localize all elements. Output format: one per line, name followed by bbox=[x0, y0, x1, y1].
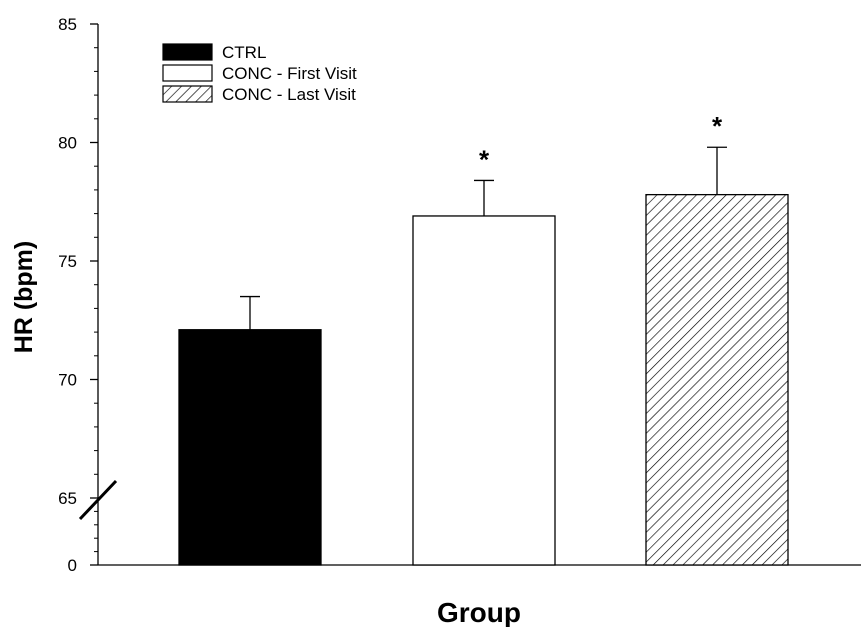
significance-marker: * bbox=[479, 144, 490, 174]
y-tick-label: 75 bbox=[58, 252, 77, 271]
y-tick-label: 85 bbox=[58, 15, 77, 34]
y-axis-title: HR (bpm) bbox=[10, 241, 38, 353]
bar-3 bbox=[645, 193, 789, 566]
legend-label: CONC - First Visit bbox=[222, 64, 357, 83]
y-tick-label: 0 bbox=[68, 556, 77, 575]
y-tick-label: 70 bbox=[58, 371, 77, 390]
x-axis-title: Group bbox=[437, 597, 521, 627]
legend-swatch bbox=[162, 85, 213, 103]
legend-swatch bbox=[162, 64, 213, 82]
bars: ** bbox=[178, 111, 789, 566]
axis-break-mark bbox=[78, 479, 118, 521]
bar-2 bbox=[412, 215, 556, 566]
significance-marker: * bbox=[712, 111, 723, 141]
legend-label: CTRL bbox=[222, 43, 266, 62]
y-tick-label: 80 bbox=[58, 134, 77, 153]
legend-label: CONC - Last Visit bbox=[222, 85, 356, 104]
bar-1 bbox=[178, 329, 322, 566]
legend-swatch bbox=[162, 43, 213, 61]
legend: CTRL CONC - First Visit CONC - Last Visit bbox=[162, 43, 357, 104]
y-tick-label: 65 bbox=[58, 489, 77, 508]
